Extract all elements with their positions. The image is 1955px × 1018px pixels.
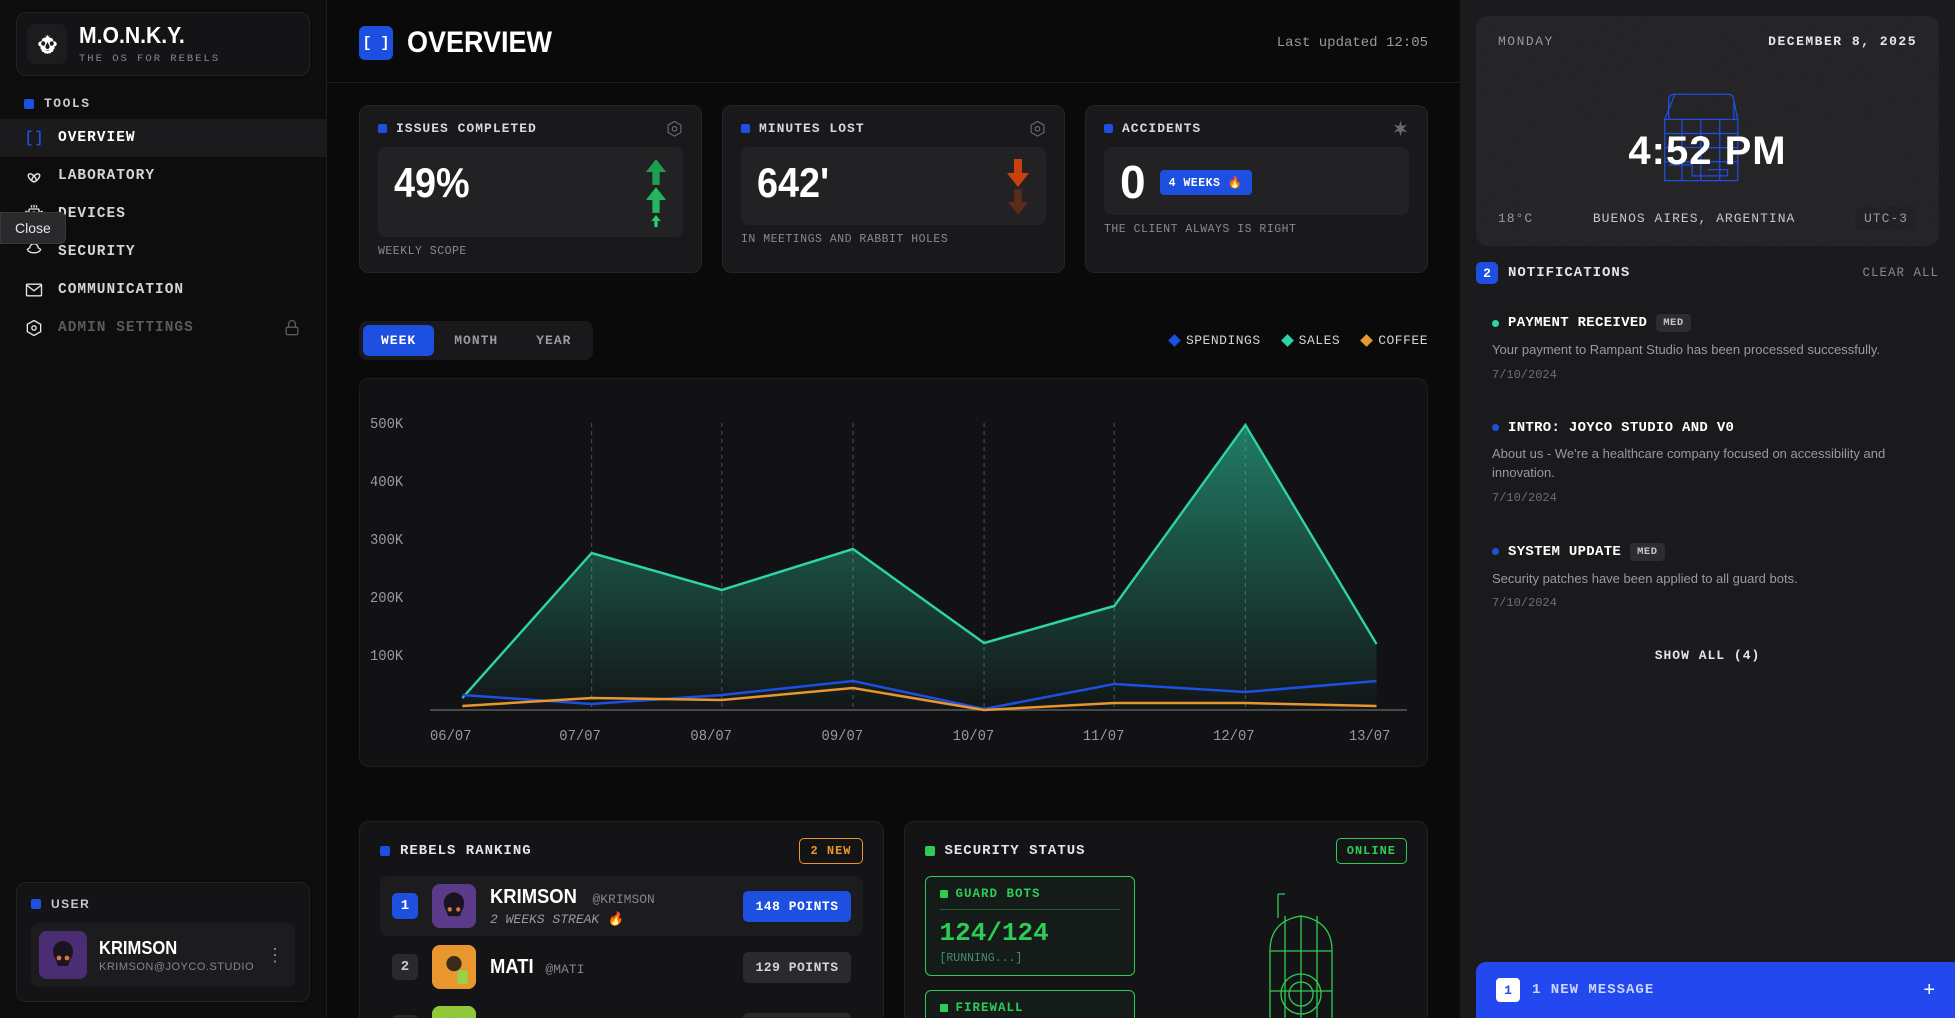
svg-text:09/07: 09/07 [822, 729, 864, 746]
svg-text:12/07: 12/07 [1213, 729, 1255, 746]
svg-text:08/07: 08/07 [690, 729, 732, 746]
svg-text:200K: 200K [370, 591, 404, 608]
svg-text:400K: 400K [370, 475, 404, 492]
svg-text:11/07: 11/07 [1083, 729, 1125, 746]
svg-text:100K: 100K [370, 649, 404, 666]
svg-text:300K: 300K [370, 533, 404, 550]
svg-text:10/07: 10/07 [953, 729, 995, 746]
svg-text:500K: 500K [370, 417, 404, 434]
svg-text:06/07: 06/07 [430, 729, 472, 746]
svg-text:07/07: 07/07 [559, 729, 601, 746]
svg-text:13/07: 13/07 [1349, 729, 1391, 746]
